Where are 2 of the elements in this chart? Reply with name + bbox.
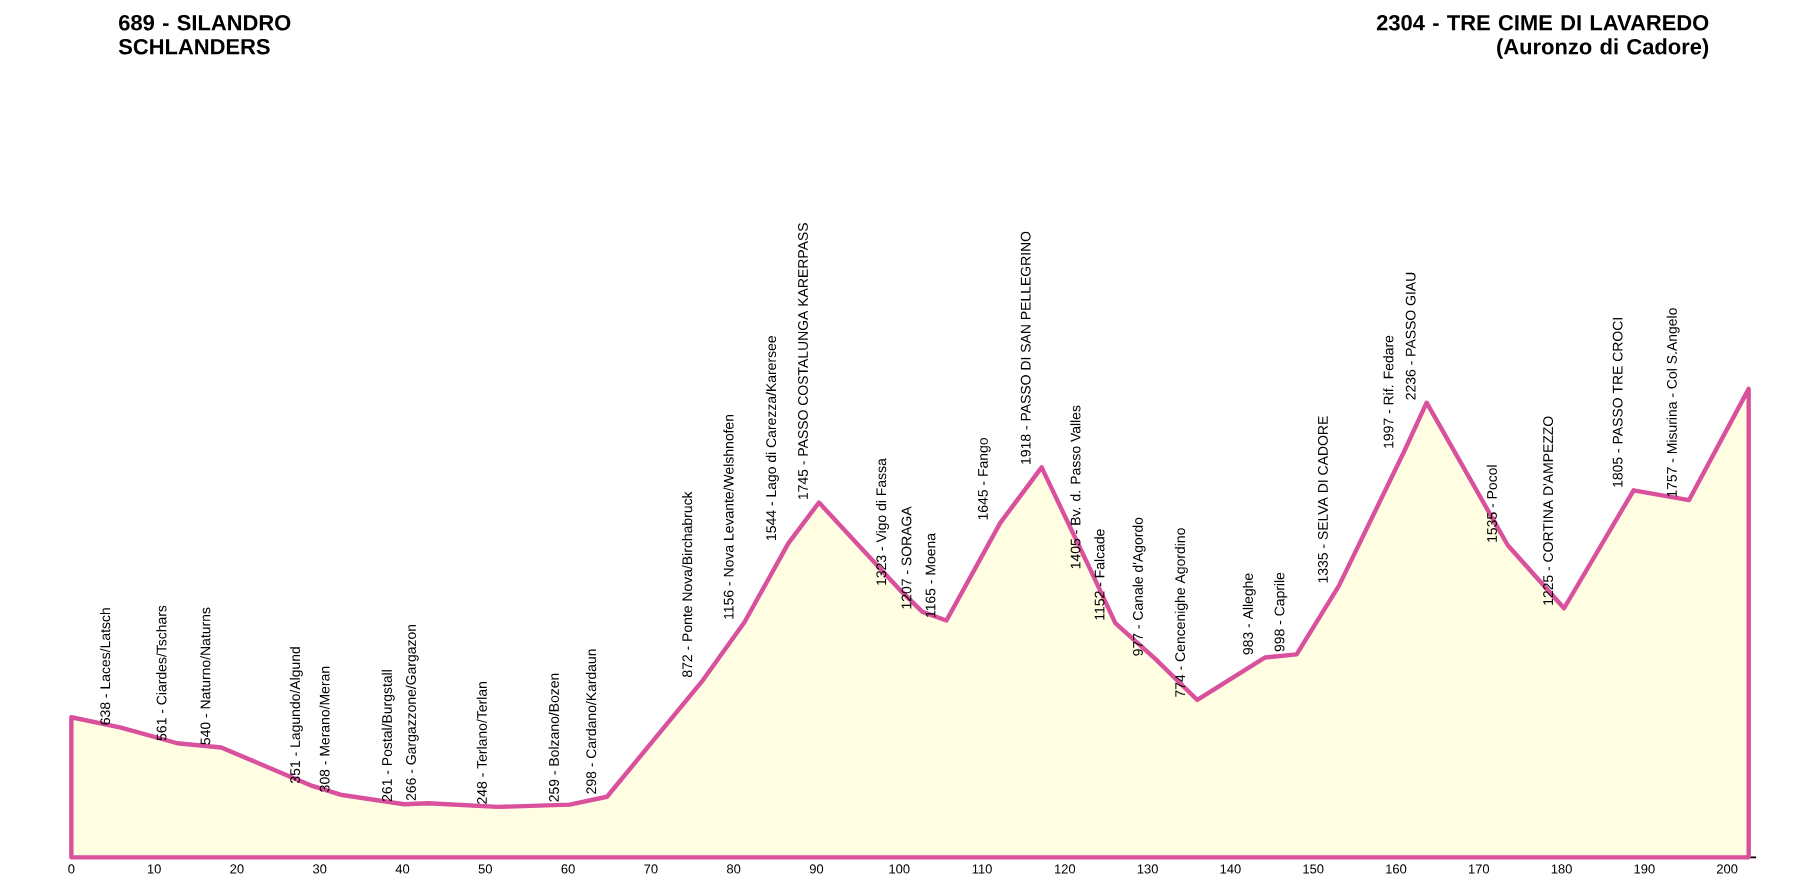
text: 2304 - TRE CIME DI LAVAREDO (Auronzo di Cadore) [1376,15,1709,60]
text: 689 - SILANDRO SCHLANDERS [118,15,291,55]
